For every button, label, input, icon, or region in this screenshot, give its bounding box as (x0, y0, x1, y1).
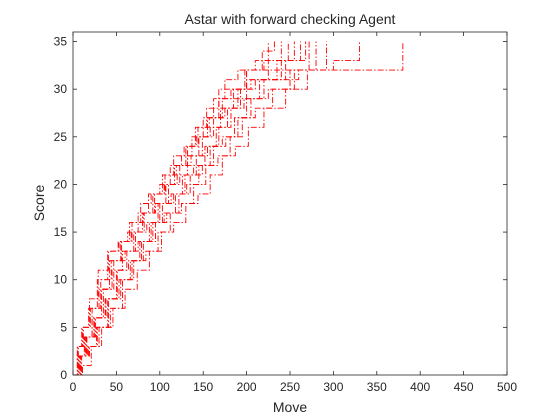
y-tick-label: 5 (60, 320, 67, 334)
y-tick-label: 0 (60, 368, 67, 382)
x-tick-label: 500 (497, 380, 517, 394)
x-tick-label: 200 (237, 380, 257, 394)
x-tick-label: 350 (367, 380, 387, 394)
y-tick-label: 15 (54, 225, 68, 239)
x-tick-label: 400 (410, 380, 430, 394)
y-tick-label: 25 (54, 130, 68, 144)
x-axis-label: Move (273, 399, 307, 415)
x-tick-label: 0 (70, 380, 77, 394)
x-tick-label: 100 (150, 380, 170, 394)
y-tick-label: 20 (54, 177, 68, 191)
y-tick-label: 30 (54, 82, 68, 96)
x-tick-label: 150 (193, 380, 213, 394)
y-tick-label: 10 (54, 273, 68, 287)
y-axis-label: Score (31, 185, 47, 222)
chart-title: Astar with forward checking Agent (185, 11, 396, 27)
y-tick-label: 35 (54, 35, 68, 49)
x-tick-label: 450 (454, 380, 474, 394)
x-tick-label: 300 (323, 380, 343, 394)
x-tick-label: 50 (110, 380, 124, 394)
x-tick-label: 250 (280, 380, 300, 394)
